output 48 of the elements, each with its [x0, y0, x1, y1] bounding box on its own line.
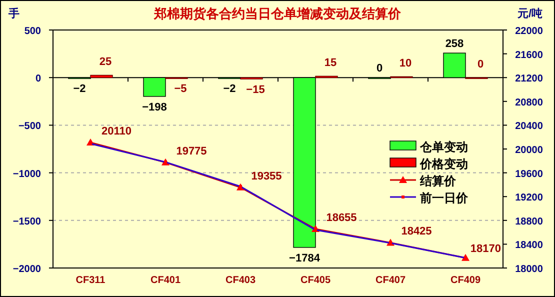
- y-tick-label: −500: [18, 121, 42, 132]
- data-label: 0: [376, 62, 383, 75]
- data-label: −15: [246, 84, 265, 96]
- chart-title: 郑棉期货各合约当日仓单增减变动及结算价: [153, 6, 402, 21]
- data-label: 10: [399, 58, 412, 70]
- x-tick-label: CF311: [76, 275, 106, 286]
- data-label: −5: [174, 83, 187, 96]
- y2-tick-label: 18800: [515, 216, 544, 228]
- data-label: 15: [324, 57, 337, 70]
- y-tick-label: 0: [35, 74, 42, 85]
- data-label: −1784: [289, 252, 321, 264]
- y-tick-label: −1500: [12, 216, 42, 228]
- x-tick-label: CF409: [450, 275, 481, 286]
- x-tick-label: CF403: [225, 275, 256, 286]
- y2-tick-label: 20800: [515, 97, 544, 108]
- y-axis-title: 手: [8, 7, 20, 20]
- y-tick-label: −1000: [12, 168, 42, 180]
- x-tick-label: CF405: [300, 275, 331, 286]
- data-label: 19355: [251, 170, 282, 182]
- data-label: 18425: [401, 226, 432, 238]
- data-label: 258: [445, 38, 464, 50]
- data-label: 18655: [326, 212, 357, 224]
- data-label: −198: [142, 101, 167, 114]
- data-label: −2: [73, 82, 86, 95]
- y2-tick-label: 18400: [515, 240, 544, 252]
- data-label: 19775: [176, 145, 207, 158]
- data-label: −2: [223, 82, 236, 95]
- y2-tick-label: 22000: [515, 26, 544, 37]
- legend-label: 仓单变动: [419, 140, 468, 154]
- y2-tick-label: 21200: [515, 74, 544, 85]
- data-label: 20110: [102, 125, 132, 138]
- y2-tick-label: 20400: [515, 121, 544, 132]
- y2-tick-label: 18000: [515, 264, 544, 275]
- y2-tick-label: 19600: [515, 168, 544, 180]
- y-tick-label: 500: [24, 26, 42, 37]
- y-tick-label: −2000: [12, 264, 42, 275]
- legend-label: 前一日价: [419, 191, 469, 205]
- data-label: 0: [477, 58, 484, 71]
- y2-tick-label: 21600: [515, 50, 544, 61]
- y2-tick-label: 19200: [515, 192, 544, 204]
- data-label: 25: [99, 56, 112, 68]
- x-tick-label: CF407: [375, 275, 406, 286]
- legend-label: 价格变动: [419, 157, 468, 171]
- legend-label: 结算价: [419, 174, 457, 188]
- x-tick-label: CF401: [150, 275, 181, 286]
- y2-axis-title: 元/吨: [516, 7, 543, 20]
- data-label: 18170: [470, 242, 501, 255]
- y2-tick-label: 20000: [515, 145, 544, 156]
